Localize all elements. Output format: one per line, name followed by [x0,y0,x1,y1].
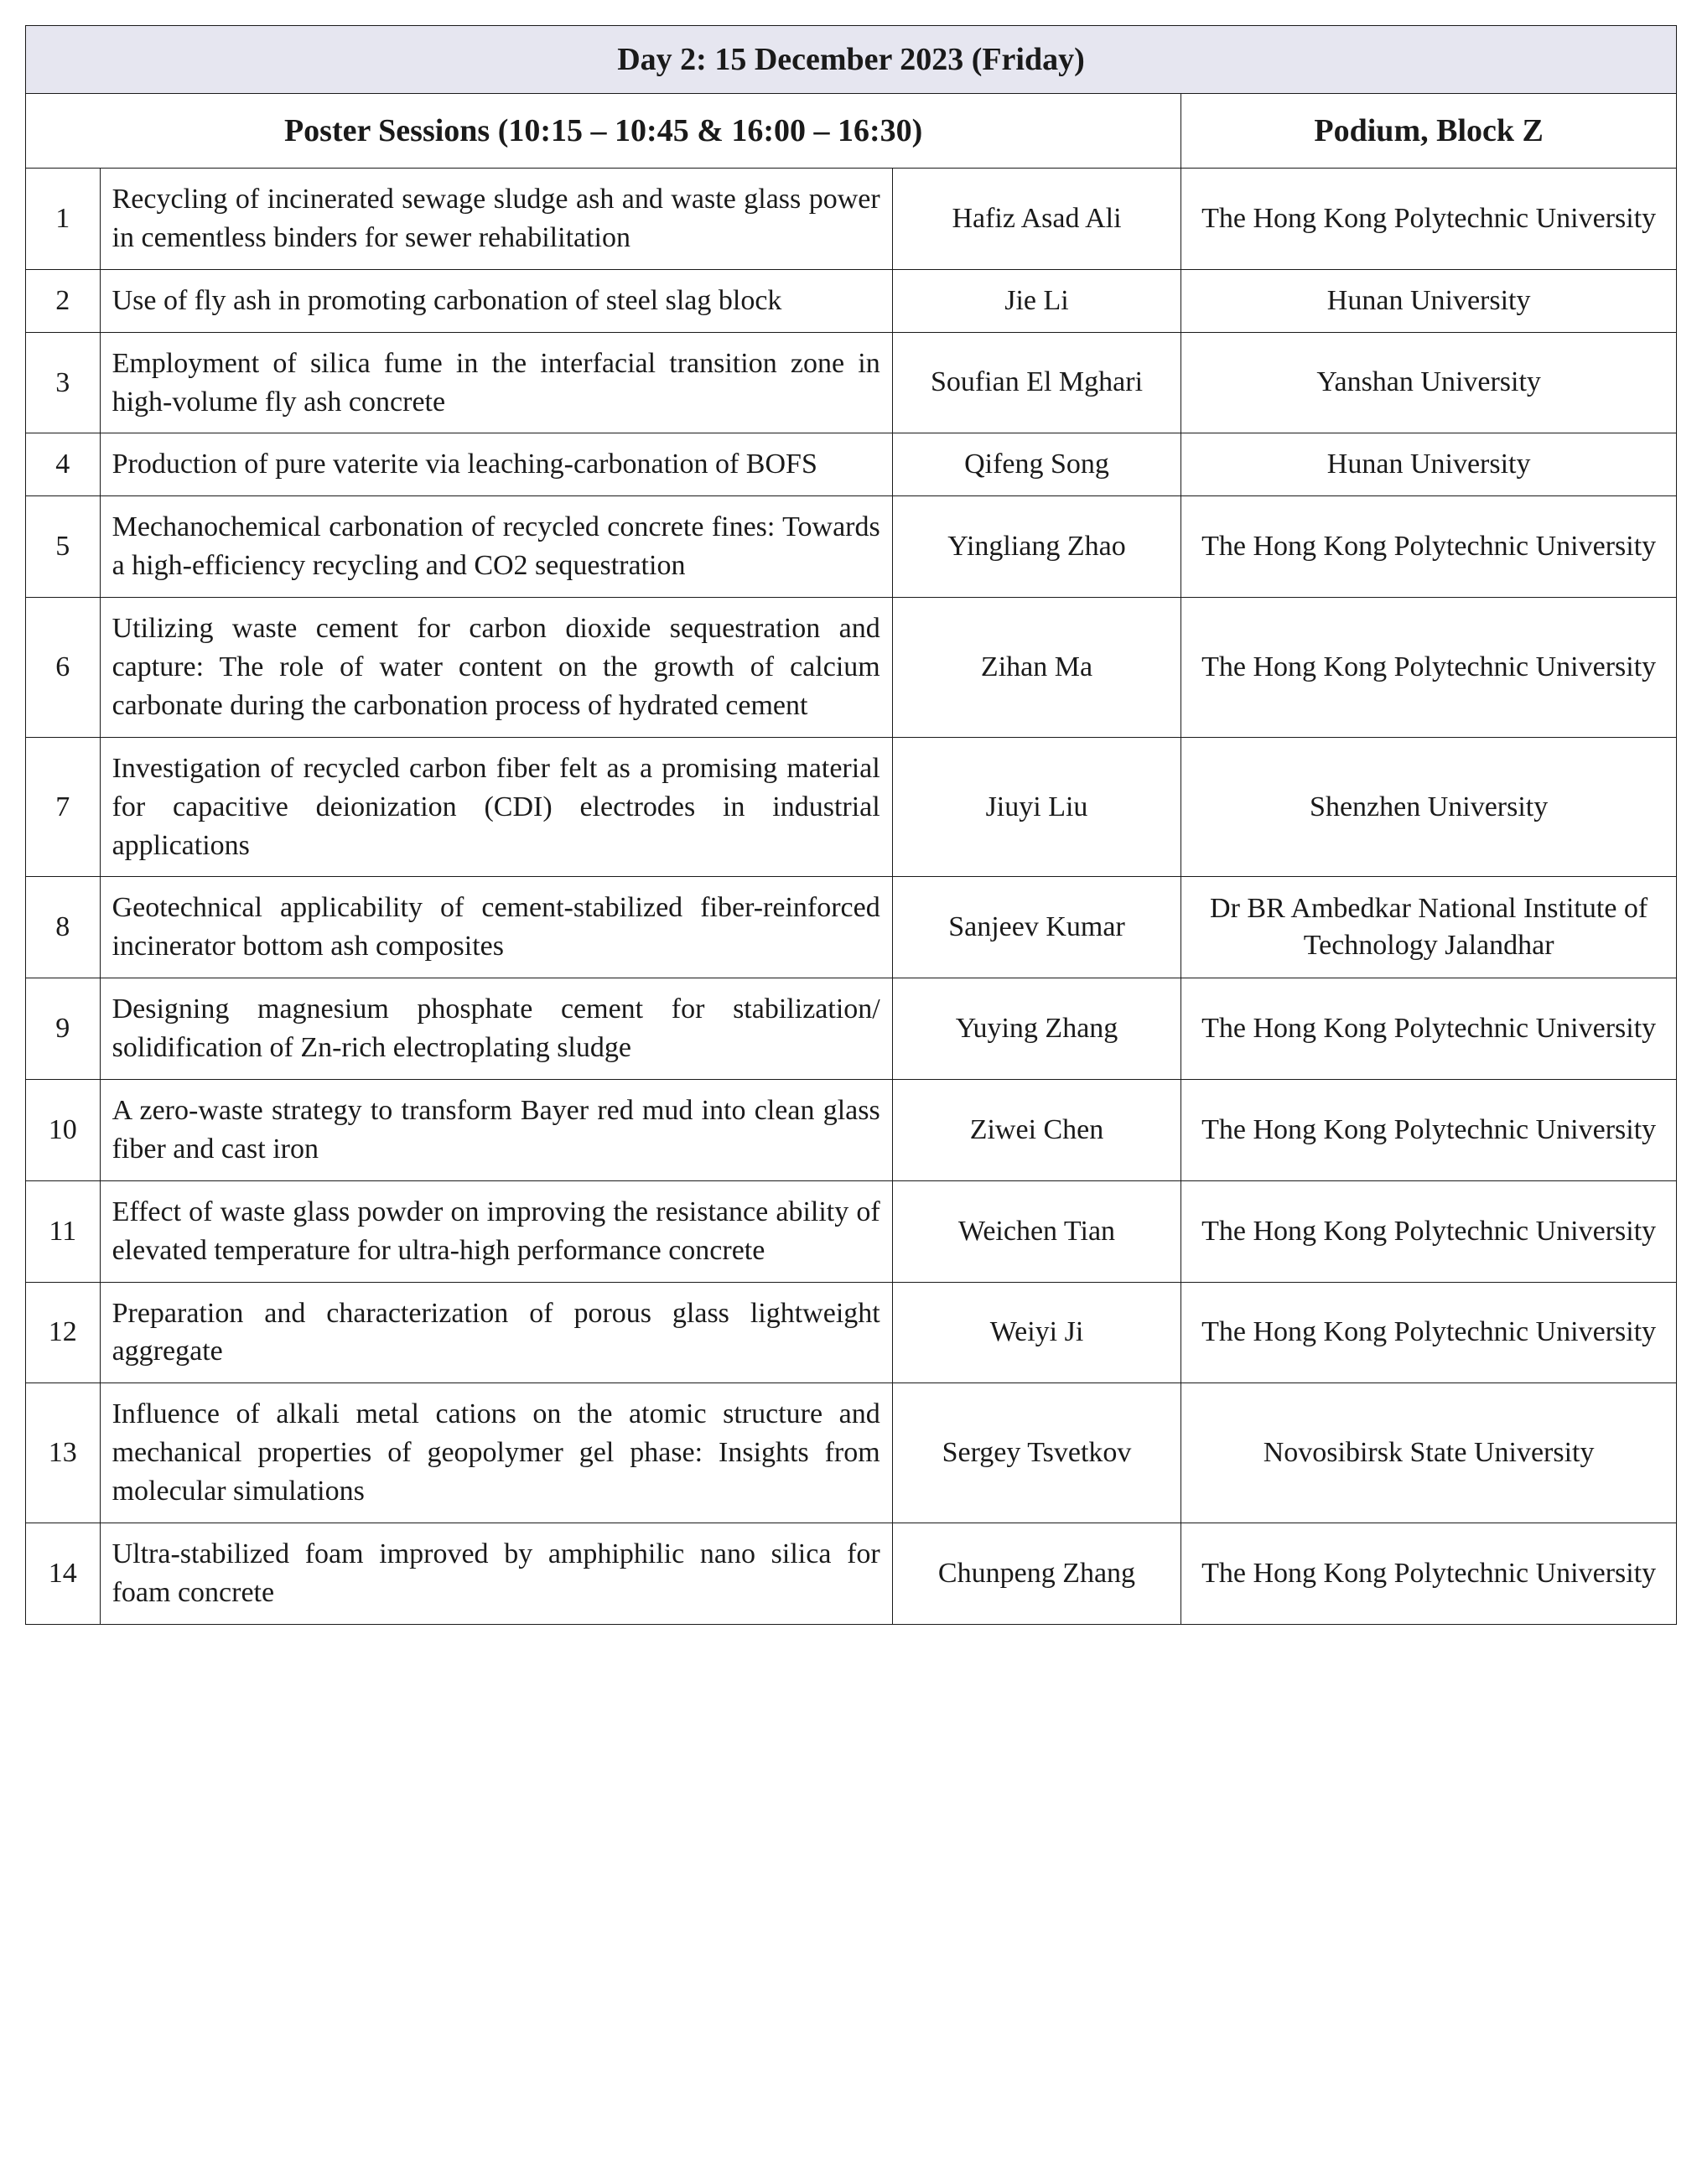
session-header: Poster Sessions (10:15 – 10:45 & 16:00 –… [26,94,1181,169]
poster-title: Utilizing waste cement for carbon dioxid… [100,598,892,738]
table-row: 3Employment of silica fume in the interf… [26,332,1677,433]
poster-affiliation: Shenzhen University [1181,737,1677,877]
poster-affiliation: The Hong Kong Polytechnic University [1181,1080,1677,1181]
poster-title: Geotechnical applicability of cement-sta… [100,877,892,978]
table-row: 14Ultra-stabilized foam improved by amph… [26,1523,1677,1625]
day-header: Day 2: 15 December 2023 (Friday) [26,26,1677,94]
row-number: 4 [26,433,101,496]
poster-affiliation: The Hong Kong Polytechnic University [1181,1180,1677,1282]
poster-author: Qifeng Song [892,433,1181,496]
poster-affiliation: Yanshan University [1181,332,1677,433]
poster-affiliation: Hunan University [1181,269,1677,332]
table-row: 11Effect of waste glass powder on improv… [26,1180,1677,1282]
location-header: Podium, Block Z [1181,94,1677,169]
table-row: 2Use of fly ash in promoting carbonation… [26,269,1677,332]
table-row: 5Mechanochemical carbonation of recycled… [26,496,1677,598]
table-row: 4Production of pure vaterite via leachin… [26,433,1677,496]
poster-affiliation: The Hong Kong Polytechnic University [1181,169,1677,270]
poster-title: Investigation of recycled carbon fiber f… [100,737,892,877]
poster-author: Zihan Ma [892,598,1181,738]
table-row: 6Utilizing waste cement for carbon dioxi… [26,598,1677,738]
table-row: 12Preparation and characterization of po… [26,1282,1677,1383]
table-row: 7Investigation of recycled carbon fiber … [26,737,1677,877]
poster-title: Mechanochemical carbonation of recycled … [100,496,892,598]
poster-author: Jie Li [892,269,1181,332]
poster-affiliation: The Hong Kong Polytechnic University [1181,978,1677,1080]
poster-title: Designing magnesium phosphate cement for… [100,978,892,1080]
poster-title: Recycling of incinerated sewage sludge a… [100,169,892,270]
row-number: 11 [26,1180,101,1282]
poster-title: Employment of silica fume in the interfa… [100,332,892,433]
poster-author: Yuying Zhang [892,978,1181,1080]
poster-affiliation: Dr BR Ambedkar National Institute of Tec… [1181,877,1677,978]
poster-affiliation: The Hong Kong Polytechnic University [1181,496,1677,598]
poster-author: Weiyi Ji [892,1282,1181,1383]
row-number: 6 [26,598,101,738]
row-number: 9 [26,978,101,1080]
row-number: 12 [26,1282,101,1383]
row-number: 3 [26,332,101,433]
row-number: 2 [26,269,101,332]
poster-author: Hafiz Asad Ali [892,169,1181,270]
poster-author: Yingliang Zhao [892,496,1181,598]
poster-title: Production of pure vaterite via leaching… [100,433,892,496]
table-row: 9Designing magnesium phosphate cement fo… [26,978,1677,1080]
poster-author: Chunpeng Zhang [892,1523,1181,1625]
poster-title: Ultra-stabilized foam improved by amphip… [100,1523,892,1625]
row-number: 13 [26,1383,101,1523]
table-row: 1Recycling of incinerated sewage sludge … [26,169,1677,270]
poster-affiliation: The Hong Kong Polytechnic University [1181,1523,1677,1625]
row-number: 5 [26,496,101,598]
poster-author: Jiuyi Liu [892,737,1181,877]
row-number: 1 [26,169,101,270]
table-row: 13Influence of alkali metal cations on t… [26,1383,1677,1523]
poster-author: Weichen Tian [892,1180,1181,1282]
poster-title: A zero-waste strategy to transform Bayer… [100,1080,892,1181]
poster-session-table: Day 2: 15 December 2023 (Friday) Poster … [25,25,1677,1625]
poster-affiliation: Hunan University [1181,433,1677,496]
poster-affiliation: The Hong Kong Polytechnic University [1181,1282,1677,1383]
row-number: 7 [26,737,101,877]
poster-title: Preparation and characterization of poro… [100,1282,892,1383]
poster-author: Ziwei Chen [892,1080,1181,1181]
poster-author: Sanjeev Kumar [892,877,1181,978]
row-number: 14 [26,1523,101,1625]
poster-affiliation: The Hong Kong Polytechnic University [1181,598,1677,738]
poster-affiliation: Novosibirsk State University [1181,1383,1677,1523]
poster-title: Influence of alkali metal cations on the… [100,1383,892,1523]
table-row: 8Geotechnical applicability of cement-st… [26,877,1677,978]
poster-author: Soufian El Mghari [892,332,1181,433]
table-row: 10A zero-waste strategy to transform Bay… [26,1080,1677,1181]
poster-title: Effect of waste glass powder on improvin… [100,1180,892,1282]
poster-title: Use of fly ash in promoting carbonation … [100,269,892,332]
row-number: 8 [26,877,101,978]
row-number: 10 [26,1080,101,1181]
poster-author: Sergey Tsvetkov [892,1383,1181,1523]
